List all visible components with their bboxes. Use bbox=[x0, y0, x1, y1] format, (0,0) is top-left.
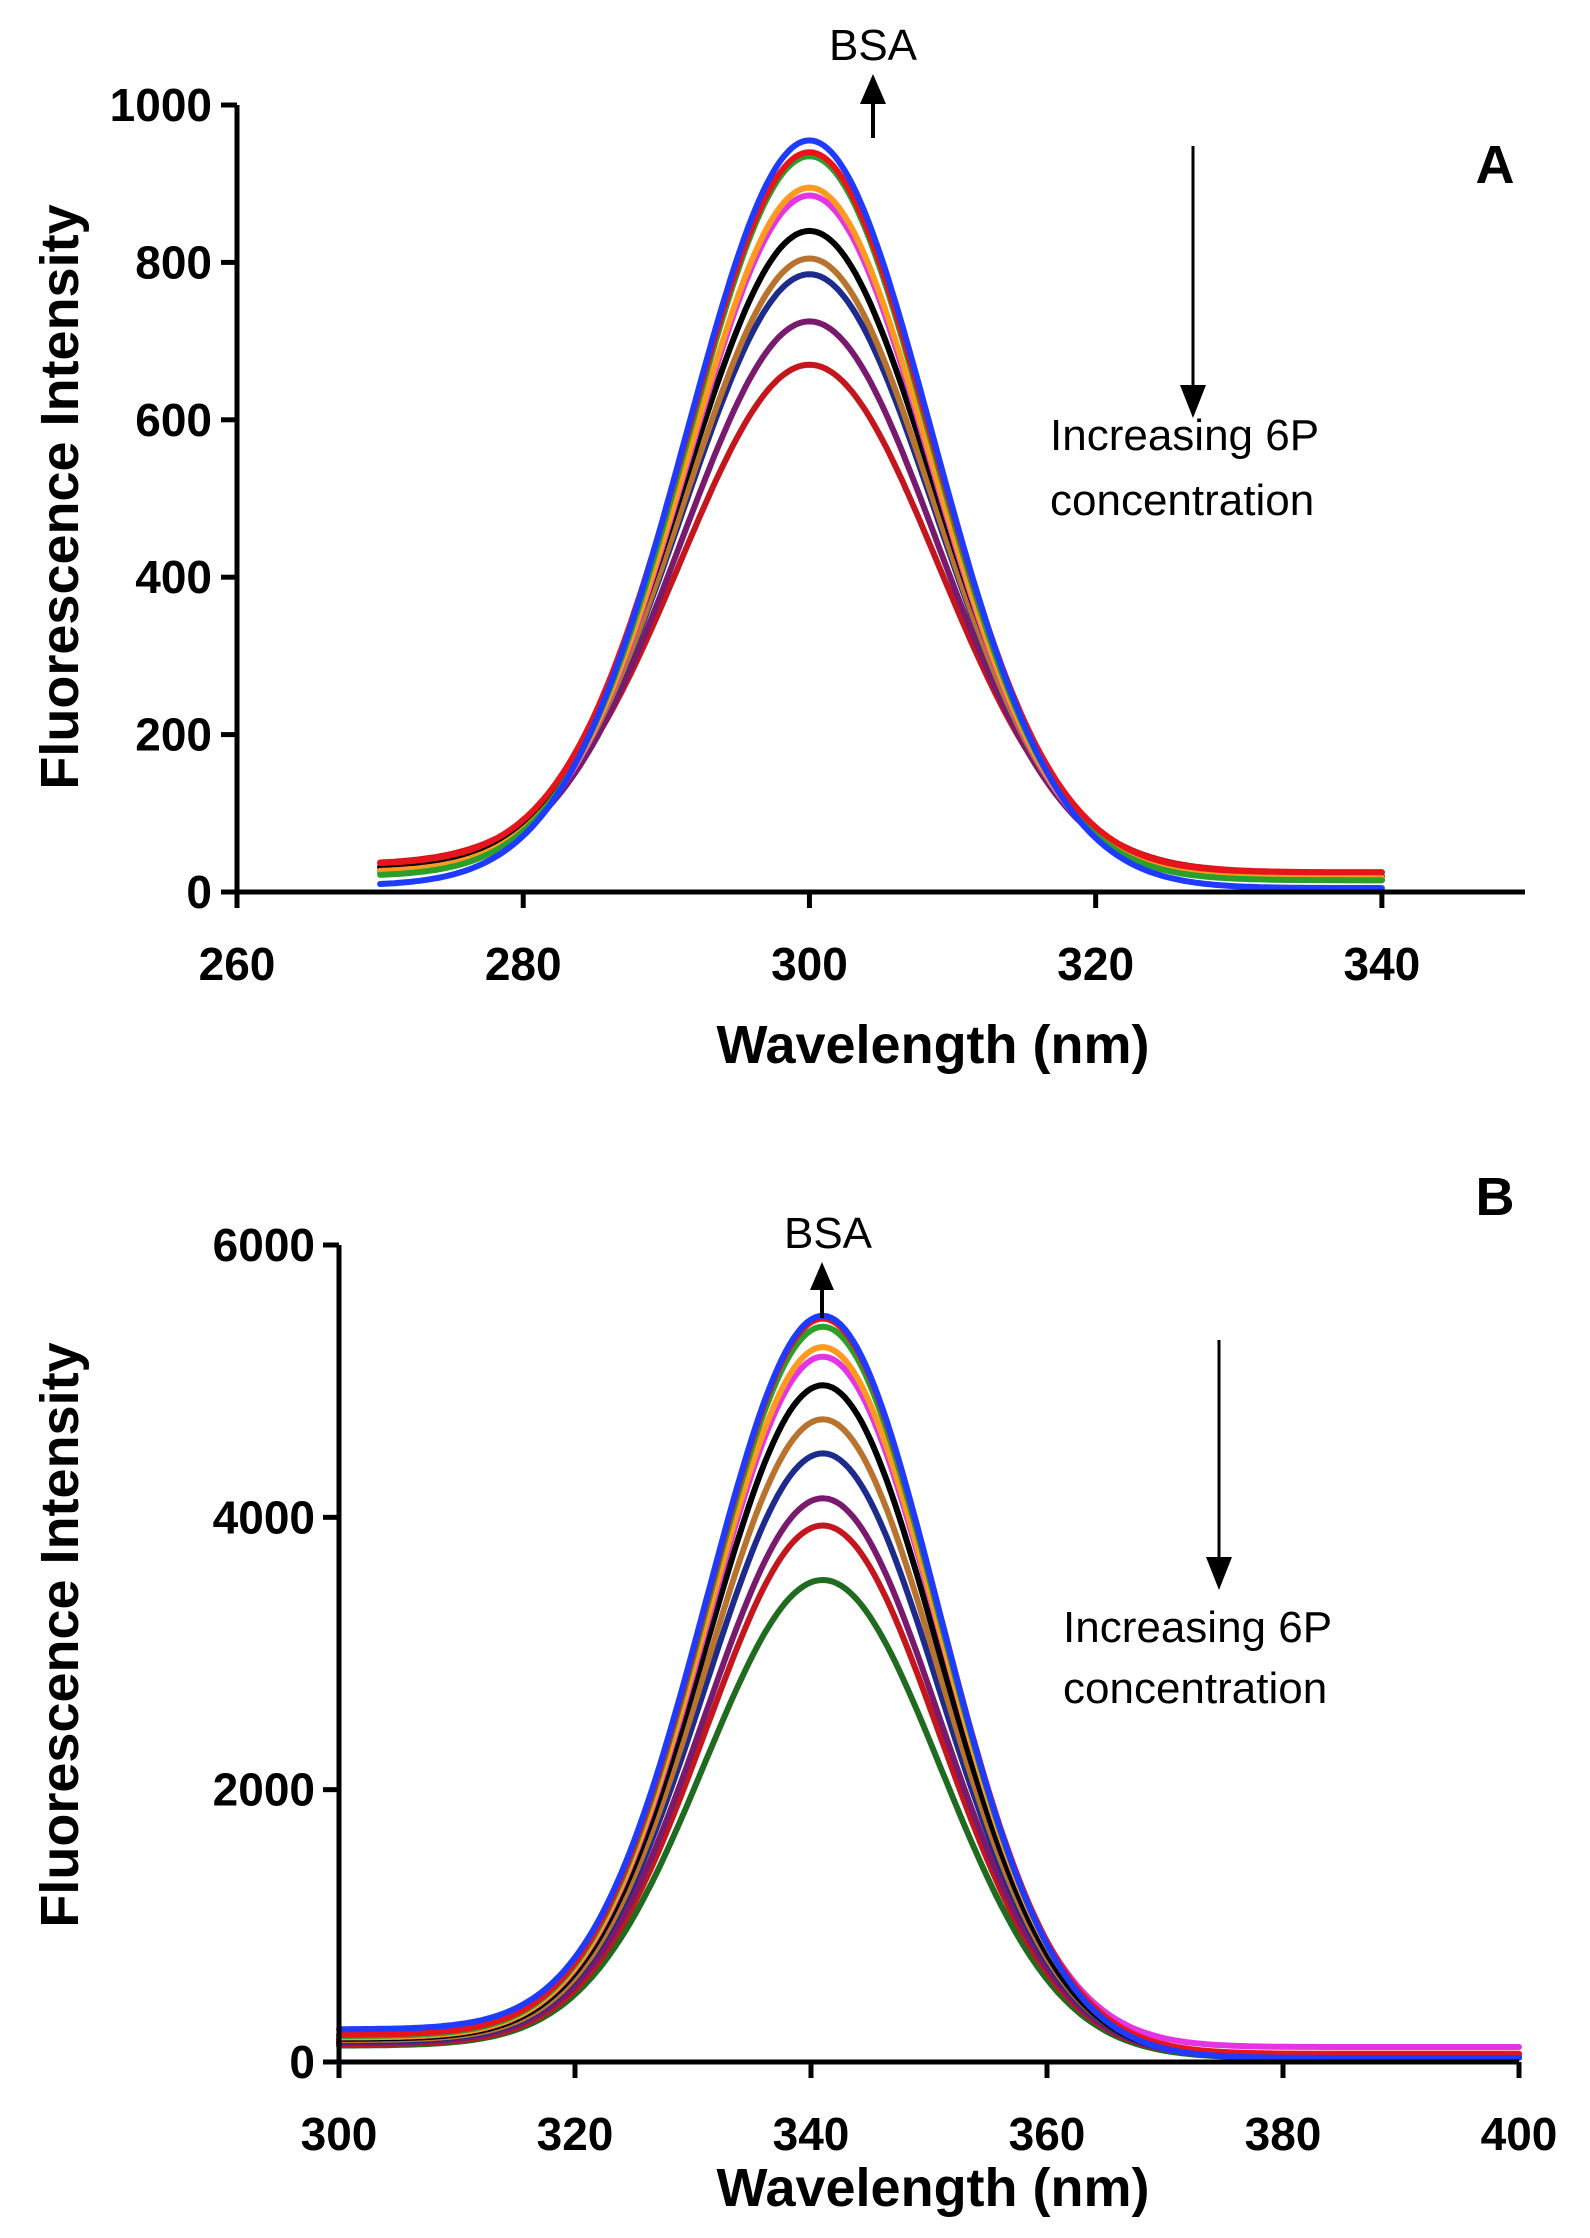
series-line-6p-7 bbox=[377, 271, 1385, 883]
panel-b-x-axis-title: Wavelength (nm) bbox=[716, 2158, 1149, 2218]
series-line-6p-5 bbox=[336, 1382, 1522, 2060]
series-line-bsa bbox=[336, 1312, 1522, 2061]
x-tick-label: 300 bbox=[301, 2108, 378, 2160]
series-line-6p-8 bbox=[377, 318, 1385, 884]
x-tick-label: 260 bbox=[199, 938, 276, 990]
y-tick-label: 4000 bbox=[213, 1491, 315, 1543]
x-tick-label: 360 bbox=[1009, 2108, 1086, 2160]
y-tick-label: 6000 bbox=[213, 1219, 315, 1271]
panel-a-series bbox=[377, 137, 1385, 892]
series-line-6p-6 bbox=[377, 255, 1385, 881]
series-line-6p-7 bbox=[336, 1450, 1522, 2060]
y-tick-label: 600 bbox=[135, 394, 212, 446]
panel-b-decrease-arrow bbox=[1206, 1340, 1232, 1590]
y-tick-label: 2000 bbox=[213, 1764, 315, 1816]
y-tick-label: 0 bbox=[289, 2036, 315, 2088]
panel-a-arrow-text-line1: Increasing 6P bbox=[1050, 411, 1319, 460]
panel-a-bsa-arrow bbox=[860, 74, 886, 138]
y-tick-label: 800 bbox=[135, 236, 212, 288]
panel-a-decrease-arrow bbox=[1180, 146, 1206, 418]
panel-a-bsa-label: BSA bbox=[829, 21, 918, 70]
panel-a: 260 280 300 320 340 0 200 400 600 800 1000 Wavelen… bbox=[30, 21, 1525, 1075]
panel-b-arrow-text-line2: concentration bbox=[1063, 1664, 1327, 1713]
series-line-6p-5 bbox=[377, 227, 1385, 880]
panel-a-arrow-text-line2: concentration bbox=[1050, 476, 1314, 525]
x-tick-label: 320 bbox=[537, 2108, 614, 2160]
panel-b-series bbox=[336, 1312, 1522, 2061]
series-line-6p-1 bbox=[377, 149, 1385, 876]
series-line-6p-3 bbox=[377, 184, 1385, 881]
panel-b-bsa-label: BSA bbox=[784, 1209, 873, 1258]
panel-b-y-axis-title: Fluorescence Intensity bbox=[30, 1342, 90, 1927]
x-tick-label: 340 bbox=[1344, 938, 1421, 990]
x-tick-label: 280 bbox=[485, 938, 562, 990]
x-tick-label: 400 bbox=[1481, 2108, 1558, 2160]
panel-a-x-axis-title: Wavelength (nm) bbox=[716, 1015, 1149, 1075]
panel-a-y-axis-title: Fluorescence Intensity bbox=[30, 204, 90, 789]
y-tick-label: 0 bbox=[186, 866, 212, 918]
x-tick-label: 320 bbox=[1057, 938, 1134, 990]
x-tick-label: 340 bbox=[773, 2108, 850, 2160]
panel-b-bsa-arrow bbox=[810, 1262, 834, 1318]
x-tick-label: 300 bbox=[771, 938, 848, 990]
panel-a-ticks: 260 280 300 320 340 0 200 400 600 800 1000 bbox=[110, 79, 1421, 990]
panel-b-letter: B bbox=[1476, 1167, 1515, 1227]
y-tick-label: 1000 bbox=[110, 79, 212, 131]
y-tick-label: 200 bbox=[135, 709, 212, 761]
panel-b-arrow-text-line1: Increasing 6P bbox=[1063, 1603, 1332, 1652]
y-tick-label: 400 bbox=[135, 551, 212, 603]
x-tick-label: 380 bbox=[1245, 2108, 1322, 2160]
panel-a-letter: A bbox=[1476, 135, 1515, 195]
series-line-bsa bbox=[377, 137, 1385, 892]
